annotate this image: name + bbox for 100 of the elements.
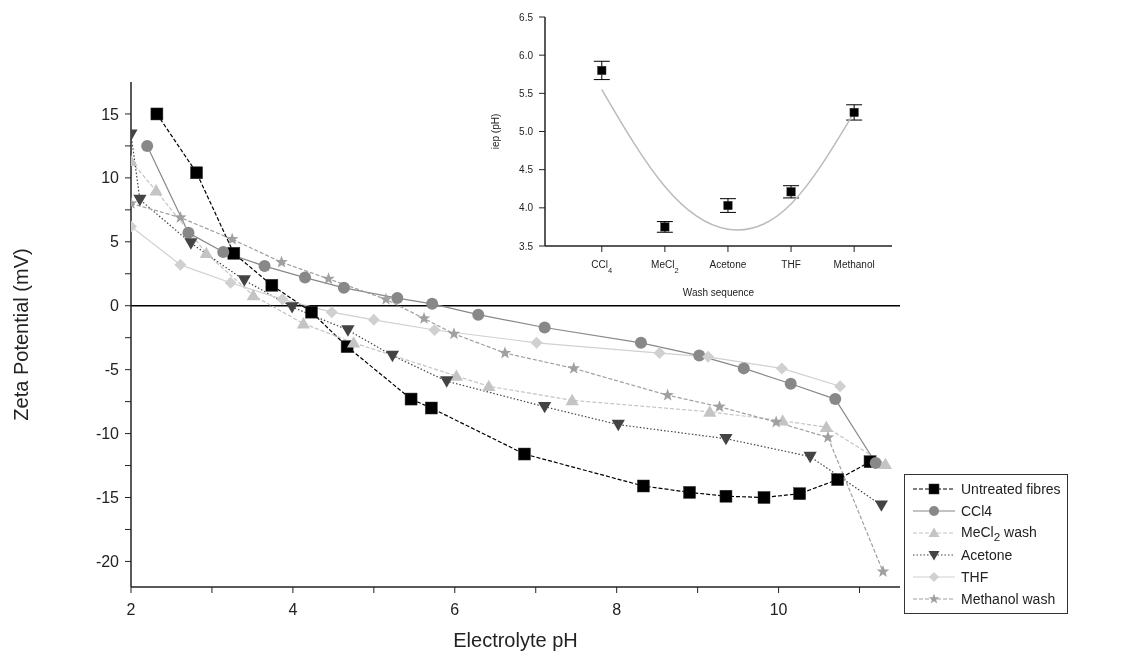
point <box>819 420 833 432</box>
point <box>702 350 715 363</box>
y-tick-label: 5 <box>110 233 120 251</box>
point <box>538 321 551 334</box>
point <box>367 313 380 326</box>
y-tick-label: 15 <box>101 105 120 123</box>
point <box>565 393 579 406</box>
x-axis-title: Wash sequence <box>682 287 755 298</box>
y-tick-label: 5.0 <box>519 126 534 137</box>
point <box>849 107 859 117</box>
point <box>530 336 543 349</box>
point <box>719 489 733 503</box>
y-tick-label: 4.0 <box>519 202 534 214</box>
x-tick-label: Acetone <box>709 259 747 270</box>
point <box>611 419 625 432</box>
point <box>637 479 650 493</box>
point <box>775 362 788 375</box>
point <box>769 415 783 428</box>
y-tick-label: 6.5 <box>519 11 534 23</box>
point <box>275 255 288 268</box>
point <box>719 433 733 446</box>
point <box>285 302 299 314</box>
point <box>831 473 844 486</box>
point <box>786 187 796 197</box>
point <box>793 487 806 500</box>
x-tick-label: 10 <box>769 601 788 618</box>
point <box>518 447 531 461</box>
point <box>784 377 797 390</box>
point <box>296 317 311 329</box>
y-tick-label: -10 <box>95 425 120 443</box>
point <box>876 565 890 577</box>
point <box>417 311 431 324</box>
point <box>133 194 147 207</box>
point <box>184 238 198 250</box>
point <box>174 258 187 271</box>
point <box>723 201 733 210</box>
point <box>567 361 581 374</box>
point <box>660 222 670 232</box>
y-tick-label: -20 <box>95 553 120 571</box>
point <box>174 210 187 223</box>
point <box>276 293 289 306</box>
y-tick-label: 10 <box>101 169 120 187</box>
point <box>337 281 350 294</box>
x-tick-label: Methanol <box>833 259 875 270</box>
point <box>428 324 441 337</box>
point <box>661 388 674 401</box>
point <box>874 500 888 512</box>
point <box>425 401 438 415</box>
point <box>237 275 251 287</box>
legend-label: Methanol wash <box>961 591 1056 607</box>
point <box>538 401 552 414</box>
x-tick-label: THF <box>781 259 801 270</box>
point <box>347 336 361 348</box>
x-tick-label: 2 <box>126 601 136 618</box>
point <box>498 346 512 359</box>
point <box>878 457 893 470</box>
y-tick-label: -15 <box>95 489 120 507</box>
point <box>325 306 338 319</box>
x-tick-label: CCl$_{4}$ <box>591 259 613 275</box>
y-tick-label: 3.5 <box>519 240 534 252</box>
point <box>190 166 203 180</box>
legend-label: MeCl$_{2}$ wash <box>961 523 1037 543</box>
point <box>265 279 279 292</box>
point <box>821 430 835 443</box>
point <box>246 288 260 301</box>
point <box>150 107 164 121</box>
point <box>703 405 717 417</box>
point <box>737 362 750 375</box>
point <box>440 376 454 388</box>
point <box>141 139 154 152</box>
y-tick-label: 0 <box>110 297 120 315</box>
legend-label: Acetone <box>961 547 1013 563</box>
point <box>404 392 418 406</box>
point <box>449 369 464 381</box>
point <box>305 305 318 319</box>
point <box>299 271 312 284</box>
point <box>472 308 485 321</box>
point <box>634 336 647 349</box>
point <box>224 276 237 289</box>
point <box>757 491 771 504</box>
point <box>385 350 400 363</box>
point <box>683 486 696 499</box>
legend-label: THF <box>961 569 989 585</box>
point <box>803 451 817 464</box>
y-axis-title: iep (pH) <box>489 113 501 150</box>
point <box>182 226 195 239</box>
point <box>693 349 706 362</box>
legend-label: Untreated fibres <box>961 481 1061 497</box>
point <box>653 347 666 360</box>
y-axis-title: Zeta Potential (mV) <box>10 248 33 421</box>
x-tick-label: 4 <box>288 601 298 618</box>
point <box>391 292 404 305</box>
point <box>426 297 439 310</box>
x-tick-label: 8 <box>612 601 622 618</box>
point <box>482 379 496 392</box>
point <box>217 246 230 259</box>
point <box>447 327 461 340</box>
point <box>227 247 241 260</box>
legend-label: CCl4 <box>961 503 993 519</box>
point <box>199 246 213 259</box>
